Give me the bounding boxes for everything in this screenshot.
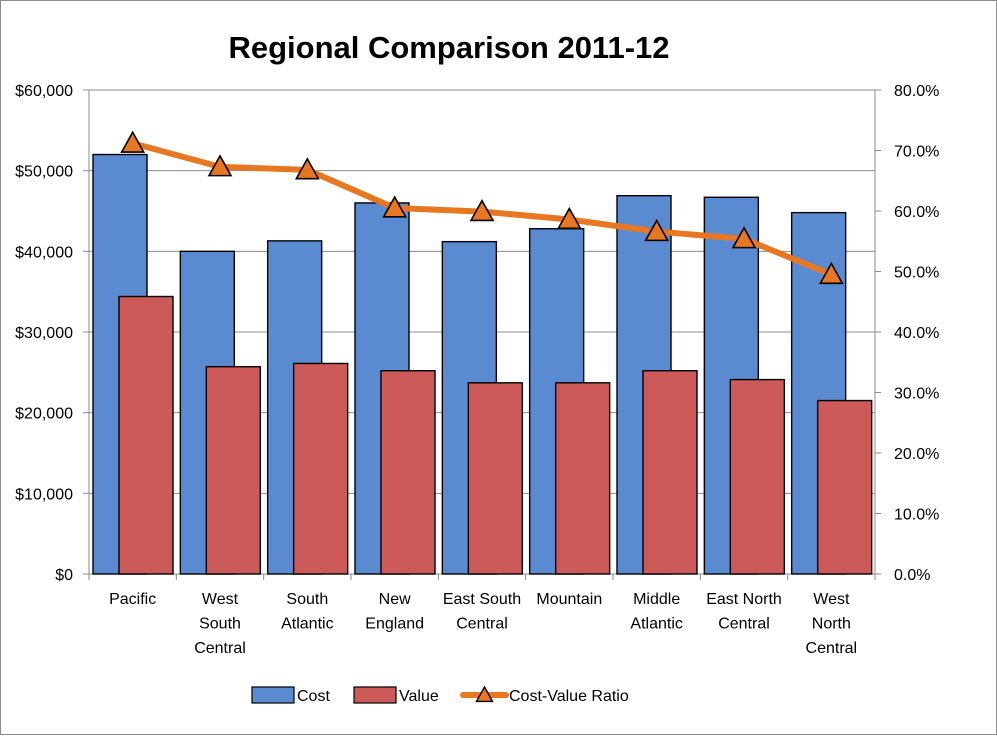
x-axis-label: Atlantic — [630, 616, 682, 633]
value-bar — [292, 362, 349, 575]
x-axis-label: Central — [194, 640, 246, 657]
x-axis-label: New — [379, 591, 411, 608]
ratio-marker — [818, 261, 844, 285]
left-axis-label: $10,000 — [15, 486, 73, 503]
right-axis-label: 80.0% — [894, 83, 939, 100]
chart-title: Regional Comparison 2011-12 — [228, 30, 669, 65]
x-axis-label: East North — [706, 591, 782, 608]
value-bar — [816, 399, 873, 575]
right-axis-label: 20.0% — [894, 446, 939, 463]
ratio-marker — [644, 218, 670, 242]
value-bar — [380, 370, 436, 575]
x-axis-label: East South — [443, 591, 521, 608]
legend-value-swatch — [353, 686, 397, 704]
right-axis-label: 30.0% — [894, 386, 939, 403]
value-bar — [729, 378, 786, 575]
x-axis-label: Middle — [633, 591, 680, 608]
legend-cost-label: Cost — [297, 688, 330, 705]
legend-value-label: Value — [399, 688, 439, 705]
right-axis-label: 0.0% — [894, 567, 930, 584]
x-axis-label: England — [365, 616, 424, 633]
value-bar — [554, 382, 611, 575]
x-axis-label: Central — [718, 616, 770, 633]
value-bar — [467, 382, 524, 575]
x-axis-label: South — [199, 616, 241, 633]
ratio-marker — [120, 130, 146, 153]
left-axis-label: $40,000 — [15, 244, 73, 261]
value-bar — [205, 365, 262, 575]
ratio-line — [120, 130, 844, 285]
x-axis-label: Central — [806, 640, 858, 657]
right-axis-label: 40.0% — [894, 325, 939, 342]
x-axis-label: West — [202, 591, 239, 608]
left-axis-label: $0 — [55, 567, 73, 584]
x-axis-label: Central — [456, 616, 508, 633]
bars — [92, 153, 873, 575]
value-bar — [642, 370, 698, 575]
ratio-marker — [207, 154, 233, 177]
ratio-marker — [382, 195, 408, 218]
x-axis-label: South — [286, 591, 328, 608]
x-axis-label: North — [812, 616, 851, 633]
x-axis-label: West — [813, 591, 850, 608]
ratio-marker — [294, 157, 320, 180]
right-axis-label: 50.0% — [894, 265, 939, 282]
left-axis-label: $60,000 — [15, 83, 73, 100]
legend-ratio-marker — [475, 685, 494, 703]
ratio-marker — [469, 198, 495, 222]
axes: $0 $10,000 $20,000 $30,000 $40,000 $50,000 $60… — [15, 83, 939, 657]
legend-cost-swatch — [251, 686, 295, 704]
right-axis-label: 70.0% — [894, 144, 939, 161]
x-axis-label: Mountain — [536, 591, 602, 608]
right-axis-label: 10.0% — [894, 507, 939, 524]
left-axis-label: $30,000 — [15, 325, 73, 342]
value-bar — [118, 295, 174, 575]
legend: Cost Value Cost-Value Ratio — [251, 685, 629, 705]
x-axis-label: Pacific — [109, 591, 156, 608]
ratio-marker — [731, 226, 757, 249]
right-axis-label: 60.0% — [894, 204, 939, 221]
x-axis-label: Atlantic — [281, 616, 333, 633]
ratio-marker — [556, 206, 582, 230]
left-axis-label: $50,000 — [15, 164, 73, 181]
legend-ratio-label: Cost-Value Ratio — [509, 688, 629, 705]
left-axis-label: $20,000 — [15, 406, 73, 423]
